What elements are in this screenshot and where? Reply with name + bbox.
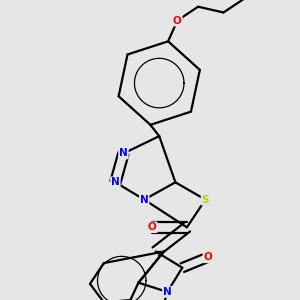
Text: O: O	[173, 16, 182, 26]
Text: O: O	[148, 222, 157, 232]
Text: N: N	[119, 148, 128, 158]
Text: O: O	[203, 252, 212, 262]
Text: N: N	[163, 287, 172, 297]
Text: S: S	[202, 195, 209, 205]
Text: N: N	[140, 195, 148, 205]
Text: N: N	[111, 177, 120, 187]
